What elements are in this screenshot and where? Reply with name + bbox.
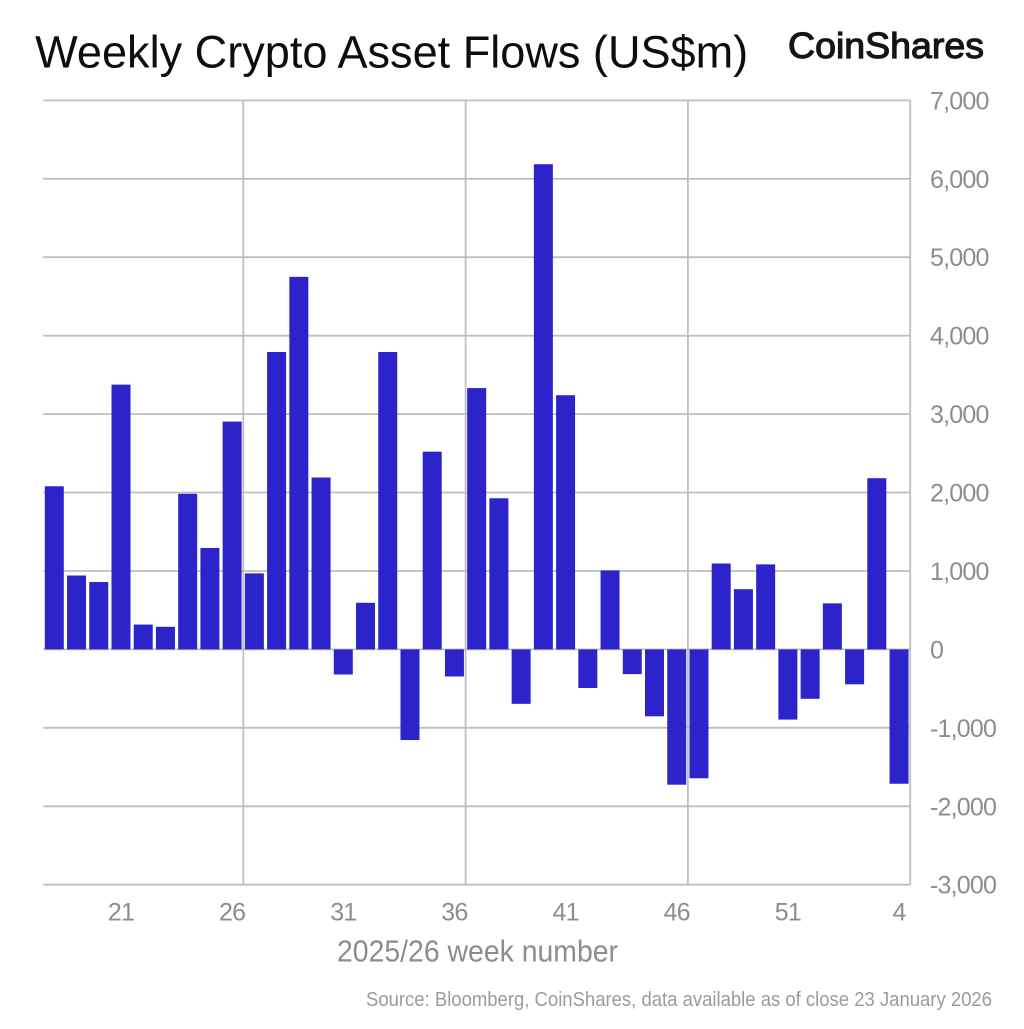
svg-text:CoinShares: CoinShares: [788, 25, 984, 66]
svg-text:3,000: 3,000: [930, 401, 989, 429]
svg-text:26: 26: [219, 899, 245, 927]
svg-text:5,000: 5,000: [930, 244, 989, 272]
svg-text:Source: Bloomberg, CoinShares,: Source: Bloomberg, CoinShares, data avai…: [366, 989, 992, 1011]
svg-text:51: 51: [775, 899, 801, 927]
svg-text:4: 4: [892, 899, 906, 927]
svg-text:31: 31: [330, 899, 356, 927]
svg-text:-2,000: -2,000: [930, 793, 996, 821]
svg-text:36: 36: [441, 899, 467, 927]
svg-text:-1,000: -1,000: [930, 715, 996, 743]
svg-text:6,000: 6,000: [930, 166, 989, 194]
svg-text:Weekly Crypto Asset Flows (US$: Weekly Crypto Asset Flows (US$m): [35, 27, 748, 78]
svg-text:2025/26 week number: 2025/26 week number: [337, 935, 618, 969]
svg-text:7,000: 7,000: [930, 87, 989, 115]
svg-text:21: 21: [108, 899, 134, 927]
svg-text:2,000: 2,000: [930, 480, 989, 508]
svg-text:0: 0: [930, 636, 943, 664]
svg-text:46: 46: [664, 899, 690, 927]
svg-text:41: 41: [552, 899, 578, 927]
svg-text:-3,000: -3,000: [930, 872, 996, 900]
svg-text:1,000: 1,000: [930, 558, 989, 586]
svg-text:4,000: 4,000: [930, 323, 989, 351]
